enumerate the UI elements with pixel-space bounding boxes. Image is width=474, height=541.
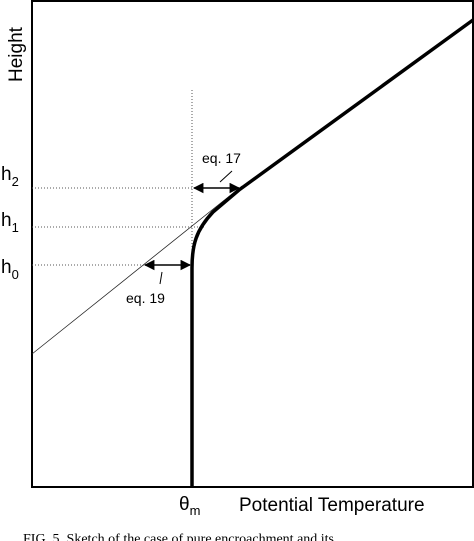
extrapolated-gradient-line — [31, 185, 243, 355]
h2-label: h2 — [1, 164, 19, 189]
h0-label: h0 — [1, 257, 19, 282]
y-axis-label: Height — [6, 26, 27, 82]
h1-label: h1 — [1, 210, 19, 235]
eq17-label: eq. 17 — [202, 150, 241, 166]
x-axis-label: Potential Temperature — [239, 495, 425, 516]
plot-frame — [31, 0, 474, 488]
eq19-leader-line — [159, 271, 163, 285]
theta-m-label: θm — [179, 494, 200, 518]
eq17-leader-line — [219, 170, 233, 183]
potential-temperature-profile — [190, 18, 474, 487]
eq19-label: eq. 19 — [126, 290, 165, 306]
figure-caption: FIG. 5. Sketch of the case of pure encro… — [23, 532, 334, 541]
